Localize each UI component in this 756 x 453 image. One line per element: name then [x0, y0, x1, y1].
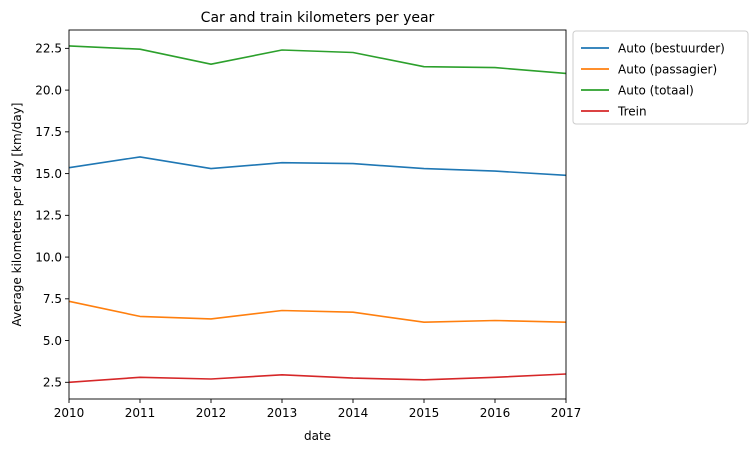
x-tick-label: 2013: [267, 406, 298, 420]
y-tick-label: 12.5: [35, 209, 62, 223]
y-tick-label: 5.0: [43, 334, 62, 348]
y-axis-label: Average kilometers per day [km/day]: [10, 103, 24, 327]
x-tick-label: 2016: [480, 406, 511, 420]
x-tick-label: 2011: [125, 406, 156, 420]
y-tick-label: 22.5: [35, 42, 62, 56]
y-tick-label: 10.0: [35, 250, 62, 264]
series-line-3: [68, 373, 567, 384]
chart-title: Car and train kilometers per year: [201, 10, 435, 26]
x-tick-label: 2012: [196, 406, 227, 420]
series-line-2: [68, 45, 567, 75]
x-axis-label: date: [304, 429, 331, 443]
x-tick-label: 2010: [54, 406, 85, 420]
y-tick-label: 15.0: [35, 167, 62, 181]
series-line-1: [68, 300, 567, 324]
legend-box: [572, 30, 749, 125]
y-tick-label: 7.5: [43, 292, 62, 306]
x-tick-label: 2015: [409, 406, 440, 420]
x-axis-ticks: 2010 2011 2012 2013 2014 2015 2016 2017: [54, 399, 582, 420]
legend: Auto (bestuurder) Auto (passagier) Auto (t…: [572, 30, 749, 125]
y-tick-label: 17.5: [35, 125, 62, 139]
y-tick-label: 20.0: [35, 83, 62, 97]
series-line-0: [68, 156, 567, 177]
legend-label: Auto (totaal): [618, 83, 694, 97]
plot-area-frame: [68, 29, 567, 400]
legend-label: Auto (passagier): [618, 62, 717, 76]
legend-label: Auto (bestuurder): [618, 41, 725, 55]
legend-label: Trein: [617, 104, 647, 118]
y-tick-label: 2.5: [43, 376, 62, 390]
y-axis-ticks: 2.5 5.0 7.5 10.0 12.5 15.0 17.5 20.0 22.5: [35, 42, 69, 390]
x-tick-label: 2014: [338, 406, 369, 420]
plot-lines: [68, 45, 567, 384]
x-tick-label: 2017: [551, 406, 582, 420]
